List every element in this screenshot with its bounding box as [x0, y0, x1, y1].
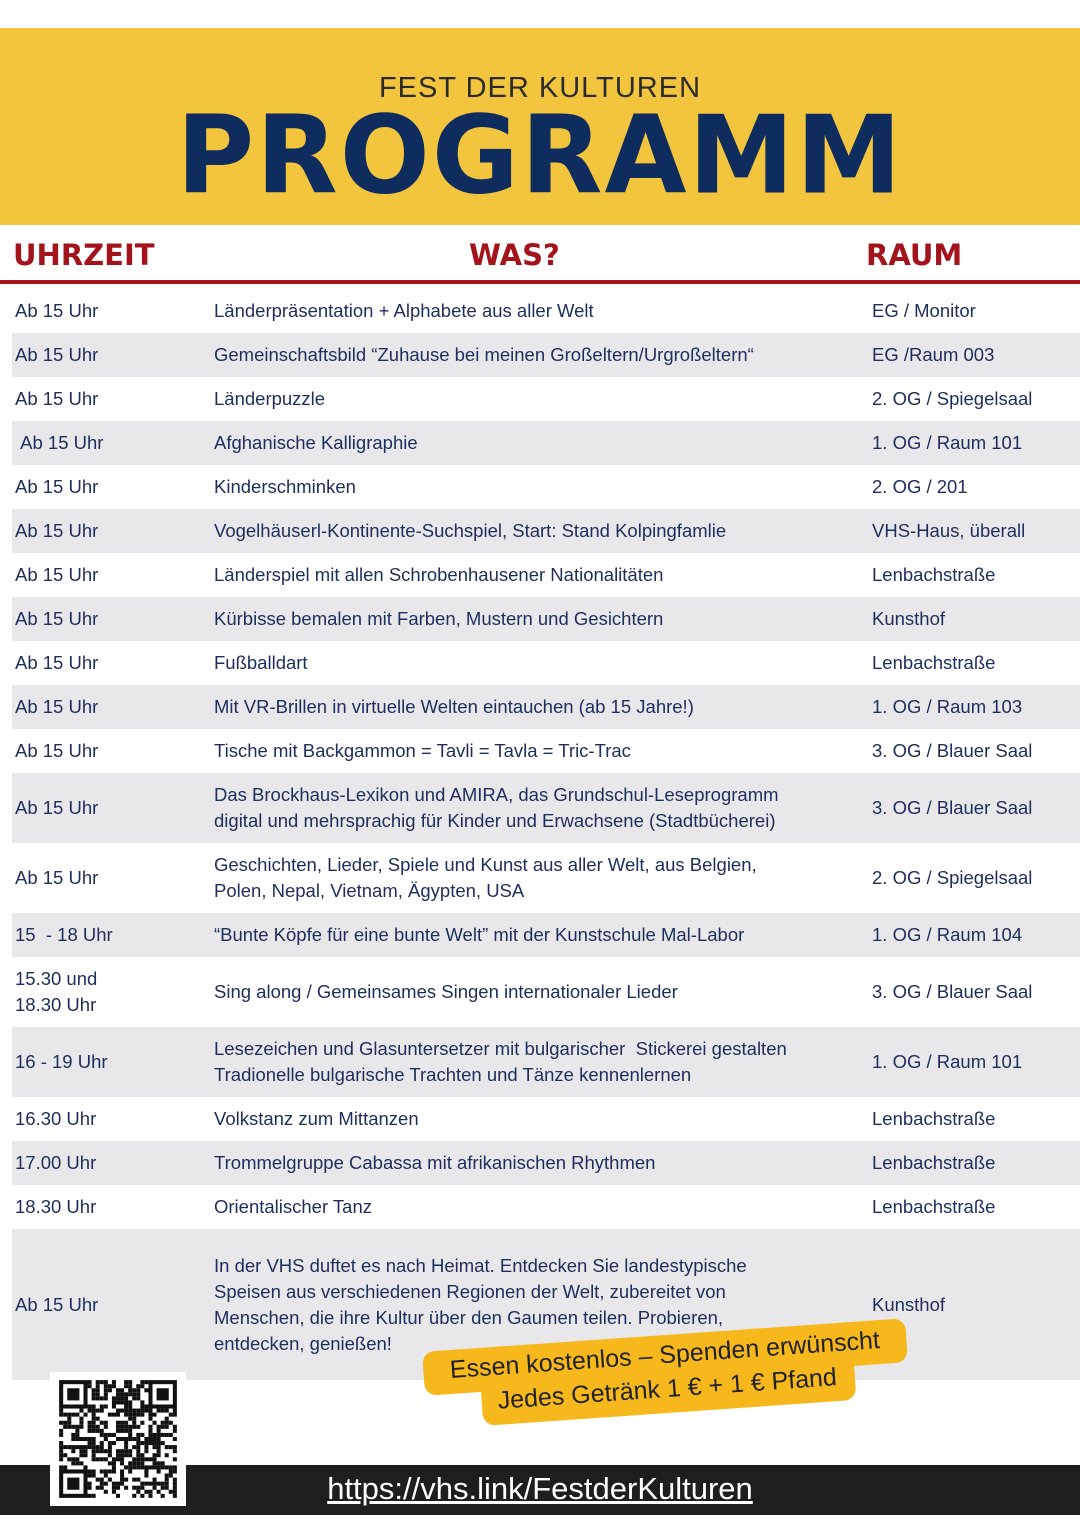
- column-header-room: RAUM: [866, 238, 963, 272]
- table-row: Ab 15 Uhr Mit VR-Brillen in virtuelle Wel…: [12, 685, 1080, 729]
- room-cell: VHS-Haus, überall: [872, 520, 1026, 541]
- room-cell: 2. OG / 201: [872, 476, 968, 497]
- table-header: UHRZEIT WAS? RAUM: [0, 236, 1080, 280]
- program-table: Ab 15 Uhr Länderpräsentation + Alphabete …: [12, 289, 1080, 1380]
- table-row: 18.30 Uhr Orientalischer Tanz Lenbachstraß…: [12, 1185, 1080, 1229]
- time-cell: 16.30 Uhr: [15, 1108, 97, 1129]
- room-cell: 1. OG / Raum 103: [872, 696, 1023, 717]
- time-cell: 15.30 und 18.30 Uhr: [15, 968, 98, 1015]
- activity-cell: Kinderschminken: [214, 476, 356, 497]
- time-cell: 17.00 Uhr: [15, 1152, 97, 1173]
- table-row: Ab 15 Uhr Afghanische Kalligraphie 1. OG /…: [12, 421, 1080, 465]
- room-cell: 3. OG / Blauer Saal: [872, 981, 1033, 1002]
- table-row: Ab 15 Uhr Kürbisse bemalen mit Farben, Mu…: [12, 597, 1080, 641]
- activity-cell: Trommelgruppe Cabassa mit afrikanischen …: [214, 1152, 656, 1173]
- time-cell: Ab 15 Uhr: [15, 564, 99, 585]
- room-cell: Lenbachstraße: [872, 652, 996, 673]
- festival-link[interactable]: https://vhs.link/FestderKulturen: [327, 1471, 753, 1506]
- table-row: Ab 15 Uhr Das Brockhaus-Lexikon und AMIRA…: [12, 773, 1080, 843]
- time-cell: Ab 15 Uhr: [15, 797, 99, 818]
- activity-cell: Gemeinschaftsbild “Zuhause bei meinen Gr…: [214, 344, 754, 365]
- room-cell: Kunsthof: [872, 608, 946, 629]
- table-row: 15.30 und 18.30 Uhr Sing along / Gemeinsa…: [12, 957, 1080, 1027]
- table-row: Ab 15 Uhr Tische mit Backgammon = Tavli =…: [12, 729, 1080, 773]
- table-row: Ab 15 Uhr Länderspiel mit allen Schrobenh…: [12, 553, 1080, 597]
- time-cell: Ab 15 Uhr: [15, 867, 99, 888]
- time-cell: Ab 15 Uhr: [15, 1293, 99, 1315]
- activity-cell: Das Brockhaus-Lexikon und AMIRA, das Gru…: [214, 784, 779, 831]
- time-cell: Ab 15 Uhr: [15, 696, 99, 717]
- time-cell: Ab 15 Uhr: [15, 344, 99, 365]
- activity-cell: Länderspiel mit allen Schrobenhausener N…: [214, 564, 664, 585]
- activity-cell: Geschichten, Lieder, Spiele und Kunst au…: [214, 854, 757, 901]
- activity-cell: Vogelhäuserl-Kontinente-Suchspiel, Start…: [214, 520, 727, 541]
- time-cell: 16 - 19 Uhr: [15, 1051, 108, 1072]
- room-cell: Lenbachstraße: [872, 1152, 996, 1173]
- qr-code-graphic: [59, 1380, 177, 1498]
- table-row: Ab 15 Uhr Kinderschminken 2. OG / 201: [12, 465, 1080, 509]
- room-cell: 2. OG / Spiegelsaal: [872, 867, 1033, 888]
- activity-cell: In der VHS duftet es nach Heimat. Entdec…: [214, 1254, 747, 1354]
- table-row: Ab 15 Uhr Gemeinschaftsbild “Zuhause bei …: [12, 333, 1080, 377]
- room-cell: 1. OG / Raum 101: [872, 432, 1023, 453]
- table-row: 17.00 Uhr Trommelgruppe Cabassa mit afrik…: [12, 1141, 1080, 1185]
- time-cell: Ab 15 Uhr: [15, 608, 99, 629]
- activity-cell: “Bunte Köpfe für eine bunte Welt” mit de…: [214, 924, 745, 945]
- room-cell: 1. OG / Raum 104: [872, 924, 1023, 945]
- activity-cell: Länderpräsentation + Alphabete aus aller…: [214, 300, 594, 321]
- room-cell: 2. OG / Spiegelsaal: [872, 388, 1033, 409]
- time-cell: Ab 15 Uhr: [15, 432, 104, 453]
- column-header-what: WAS?: [469, 238, 560, 272]
- activity-cell: Kürbisse bemalen mit Farben, Mustern und…: [214, 608, 664, 629]
- activity-cell: Länderpuzzle: [214, 388, 326, 409]
- table-row: 15 - 18 Uhr “Bunte Köpfe für eine bunte W…: [12, 913, 1080, 957]
- room-cell: 3. OG / Blauer Saal: [872, 797, 1033, 818]
- room-cell: Lenbachstraße: [872, 564, 996, 585]
- room-cell: Lenbachstraße: [872, 1196, 996, 1217]
- page-title: PROGRAMM: [176, 92, 904, 219]
- room-cell: 3. OG / Blauer Saal: [872, 740, 1033, 761]
- activity-cell: Fußballdart: [214, 652, 308, 673]
- room-cell: Kunsthof: [872, 1293, 946, 1315]
- title-banner: FEST DER KULTUREN PROGRAMM: [0, 28, 1080, 225]
- table-row: Ab 15 Uhr Länderpräsentation + Alphabete …: [12, 289, 1080, 333]
- room-cell: EG / Monitor: [872, 300, 976, 321]
- table-row: Ab 15 Uhr Länderpuzzle 2. OG / Spiegelsaal: [12, 377, 1080, 421]
- table-row: Ab 15 Uhr Geschichten, Lieder, Spiele und…: [12, 843, 1080, 913]
- activity-cell: Sing along / Gemeinsames Singen internat…: [214, 981, 678, 1002]
- activity-cell: Mit VR-Brillen in virtuelle Welten einta…: [214, 696, 694, 717]
- header-divider: [0, 280, 1080, 284]
- time-cell: Ab 15 Uhr: [15, 476, 99, 497]
- activity-cell: Volkstanz zum Mittanzen: [214, 1108, 419, 1129]
- table-row: Ab 15 Uhr Vogelhäuserl-Kontinente-Suchspi…: [12, 509, 1080, 553]
- room-cell: Lenbachstraße: [872, 1108, 996, 1129]
- time-cell: 18.30 Uhr: [15, 1196, 97, 1217]
- room-cell: 1. OG / Raum 101: [872, 1051, 1023, 1072]
- activity-cell: Afghanische Kalligraphie: [214, 432, 418, 453]
- time-cell: Ab 15 Uhr: [15, 520, 99, 541]
- table-row: Ab 15 Uhr In der VHS duftet es nach Heima…: [12, 1229, 1080, 1380]
- activity-cell: Orientalischer Tanz: [214, 1196, 373, 1217]
- column-header-time: UHRZEIT: [13, 238, 155, 272]
- table-row: 16 - 19 Uhr Lesezeichen und Glasuntersetz…: [12, 1027, 1080, 1097]
- table-row: Ab 15 Uhr Fußballdart Lenbachstraße: [12, 641, 1080, 685]
- room-cell: EG /Raum 003: [872, 344, 995, 365]
- event-subtitle: FEST DER KULTUREN: [378, 72, 702, 104]
- table-row: 16.30 Uhr Volkstanz zum Mittanzen Lenbachs…: [12, 1097, 1080, 1141]
- activity-cell: Tische mit Backgammon = Tavli = Tavla = …: [214, 740, 631, 761]
- time-cell: Ab 15 Uhr: [15, 740, 99, 761]
- time-cell: Ab 15 Uhr: [15, 300, 99, 321]
- time-cell: Ab 15 Uhr: [15, 652, 99, 673]
- qr-code-icon[interactable]: [50, 1372, 186, 1506]
- time-cell: Ab 15 Uhr: [15, 388, 99, 409]
- time-cell: 15 - 18 Uhr: [15, 924, 113, 945]
- activity-cell: Lesezeichen und Glasuntersetzer mit bulg…: [214, 1038, 787, 1085]
